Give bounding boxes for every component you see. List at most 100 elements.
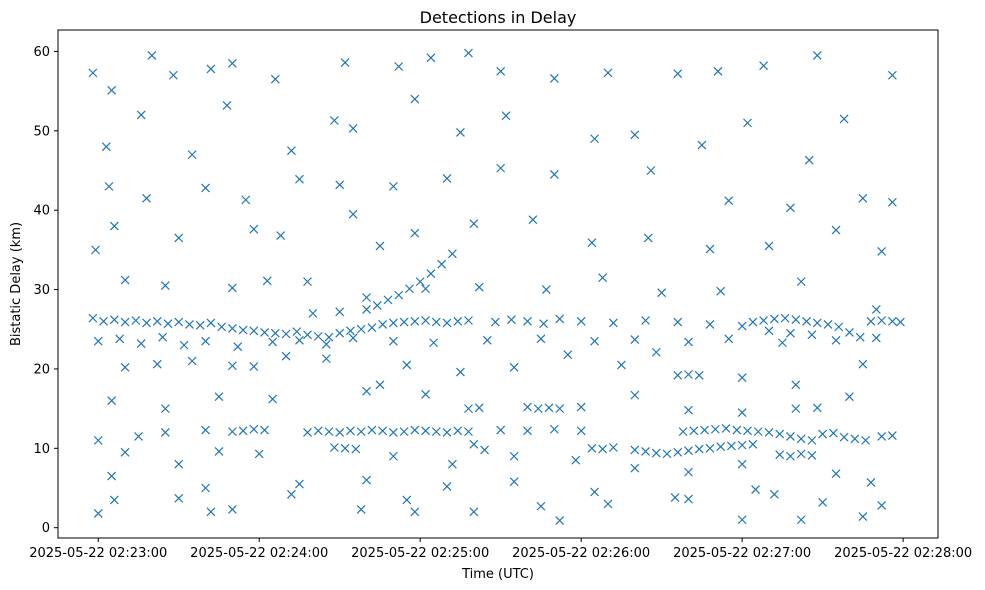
scatter-point [541,285,551,294]
scatter-point [662,449,672,459]
scatter-point [308,308,318,318]
scatter-point [109,495,119,505]
scatter-point [759,61,769,71]
y-tick-label: 30 [33,283,50,298]
scatter-point [549,170,559,179]
scatter-point [286,146,296,156]
scatter-point [222,100,232,110]
scatter-point [268,394,278,404]
scatter-point [759,316,769,325]
scatter-point [796,515,806,525]
scatter-point [447,249,457,259]
scatter-point [598,273,608,283]
plot-area [57,29,939,539]
scatter-point [737,321,747,331]
y-axis-label: Bistatic Delay (km) [9,222,24,346]
scatter-point [506,315,516,325]
scatter-point [887,197,897,207]
scatter-point [576,426,586,436]
scatter-point [120,317,130,327]
scatter-point [743,118,752,128]
scatter-point [877,247,887,256]
scatter-point [464,316,473,325]
scatter-point [887,70,897,80]
scatter-point [528,215,538,225]
scatter-point [142,193,151,203]
scatter-point [185,320,194,329]
scatter-point [705,320,715,329]
y-tick-label: 20 [33,362,50,377]
scatter-point [356,324,366,334]
scatter-point [329,443,339,452]
scatter-point [160,404,170,414]
scatter-point [227,427,237,437]
scatter-point [807,330,817,340]
scatter-point [426,269,436,279]
scatter-point [469,439,479,449]
scatter-point [187,150,197,160]
x-axis-ticks: 2025-05-22 02:23:00 2025-05-22 02:24:00 20… [29,538,972,561]
scatter-point [791,404,801,414]
scatter-point [764,241,774,251]
scatter-point [684,446,693,456]
scatter-point [356,505,366,514]
scatter-point [201,183,210,193]
scatter-point [120,447,130,457]
scatter-point [179,340,189,350]
scatter-point [206,507,216,517]
scatter-point [544,403,554,413]
scatter-point [340,443,350,453]
scatter-point [227,361,237,371]
x-tick-label: 2025-05-22 02:24:00 [190,546,328,561]
scatter-point [388,428,398,437]
scatter-point [158,332,168,342]
scatter-point [694,370,704,380]
scatter-point [775,450,785,460]
scatter-point [442,174,452,183]
scatter-point [402,360,412,370]
scatter-point [442,428,452,437]
scatter-point [831,469,841,479]
scatter-point [104,181,114,191]
scatter-point [603,499,613,509]
scatter-point [536,334,546,344]
scatter-point [555,516,565,525]
scatter-point [429,338,439,348]
scatter-point [818,429,828,439]
scatter-point [786,328,795,338]
scatter-point [405,284,414,294]
scatter-point [437,259,447,269]
scatter-point [496,163,506,173]
scatter-point [394,290,404,300]
scatter-point [362,386,371,396]
scatter-point [147,50,157,60]
scatter-point [160,281,170,291]
scatter-point [555,314,565,324]
scatter-point [791,315,801,325]
scatter-point [378,426,388,436]
scatter-point [828,428,838,438]
scatter-point [804,155,814,165]
scatter-point [678,427,688,437]
scatter-point [764,428,774,437]
scatter-point [753,427,763,437]
scatter-point [748,439,758,449]
scatter-point [107,85,117,95]
scatter-point [523,316,532,326]
scatter-point [608,318,618,328]
scatter-point [233,342,243,352]
scatter-point [812,50,822,60]
scatter-point [496,425,506,435]
scatter-point [214,447,224,456]
scatter-point [791,380,801,390]
scatter-point [732,425,742,435]
x-tick-label: 2025-05-22 02:27:00 [673,546,811,561]
scatter-point [858,359,868,369]
scatter-point [694,444,704,454]
scatter-point [249,224,259,234]
scatter-point [877,501,887,510]
scatter-point [670,493,680,502]
scatter-point [421,316,430,325]
scatter-point [201,483,210,493]
scatter-point [697,140,707,150]
